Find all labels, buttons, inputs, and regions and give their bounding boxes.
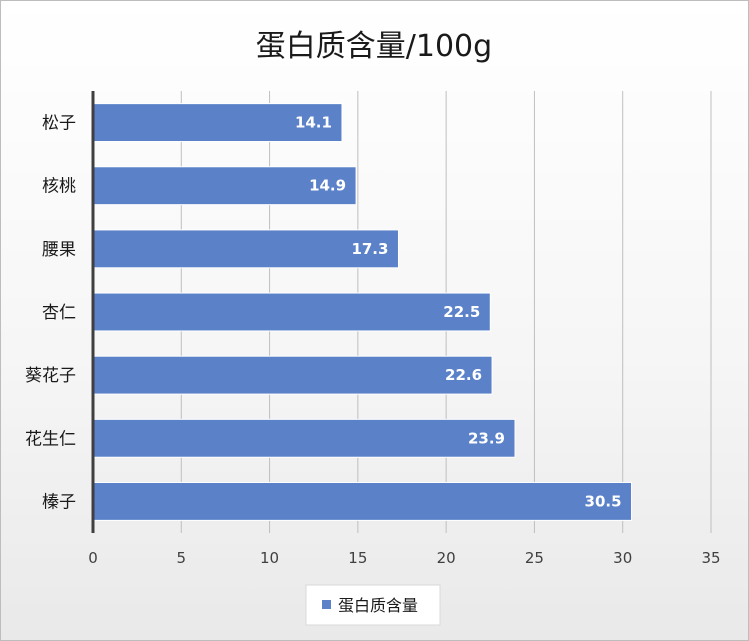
data-label: 30.5 xyxy=(585,492,622,510)
bar[interactable] xyxy=(92,355,493,395)
data-label: 17.3 xyxy=(351,240,388,258)
x-tick-label: 25 xyxy=(525,549,544,567)
category-label: 腰果 xyxy=(42,240,76,260)
bar[interactable] xyxy=(92,166,357,206)
bar[interactable] xyxy=(92,481,633,521)
bars xyxy=(92,103,633,521)
data-labels: 14.1 14.9 17.3 22.5 22.6 23.9 30.5 xyxy=(295,114,622,511)
data-label: 22.5 xyxy=(443,303,480,321)
legend-swatch xyxy=(322,600,331,609)
x-tick-label: 35 xyxy=(701,549,720,567)
x-tick-labels: 0 5 10 15 20 25 30 35 xyxy=(88,549,720,567)
category-label: 核桃 xyxy=(42,177,76,197)
x-tick-label: 20 xyxy=(437,549,456,567)
bar[interactable] xyxy=(92,418,516,458)
x-tick-label: 30 xyxy=(613,549,632,567)
bar[interactable] xyxy=(92,229,399,269)
chart-title: 蛋白质含量/100g xyxy=(256,29,492,64)
data-label: 22.6 xyxy=(445,366,482,384)
data-label: 14.9 xyxy=(309,177,346,195)
legend-label: 蛋白质含量 xyxy=(338,596,418,615)
x-tick-label: 15 xyxy=(348,549,367,567)
legend[interactable]: 蛋白质含量 xyxy=(305,584,441,626)
category-label: 花生仁 xyxy=(25,429,76,449)
x-tick-label: 0 xyxy=(88,549,98,567)
category-label: 榛子 xyxy=(42,492,76,512)
category-label: 松子 xyxy=(42,114,76,134)
bar[interactable] xyxy=(92,292,491,332)
category-label: 葵花子 xyxy=(25,366,76,386)
data-label: 14.1 xyxy=(295,114,332,132)
x-tick-label: 10 xyxy=(260,549,279,567)
category-label: 杏仁 xyxy=(42,303,76,323)
data-label: 23.9 xyxy=(468,429,505,447)
x-tick-label: 5 xyxy=(177,549,187,567)
